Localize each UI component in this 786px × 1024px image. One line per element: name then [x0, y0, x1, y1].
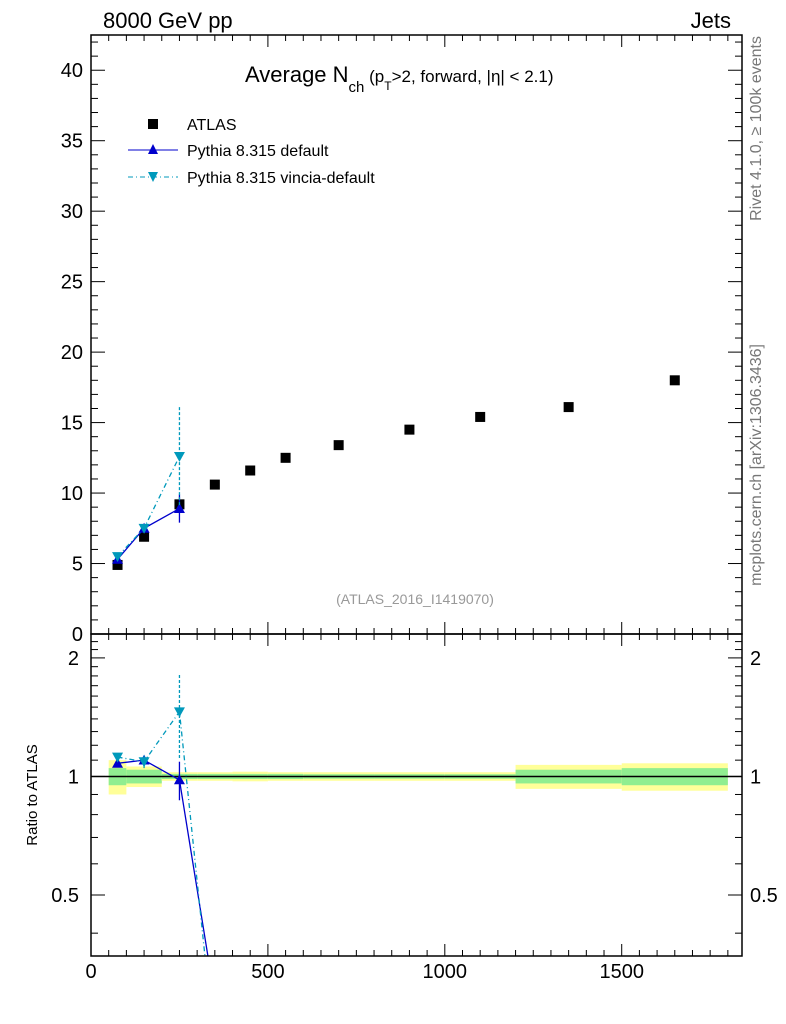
atlas-point	[669, 375, 680, 386]
side-text-bottom: mcplots.cern.ch [arXiv:1306.3436]	[748, 344, 765, 586]
ratio-tick-label-left: 1	[68, 766, 79, 788]
x-tick-label: 1500	[599, 961, 644, 983]
ratio-panel	[91, 674, 742, 956]
ratio-tick-label-right: 2	[750, 648, 761, 670]
ratio-tick-label-left: 2	[68, 648, 79, 670]
ratio-point	[173, 707, 185, 718]
ratio-point	[173, 774, 185, 785]
series-point	[173, 452, 185, 462]
ratio-point	[112, 757, 124, 768]
header-left: 8000 GeV pp	[103, 8, 233, 33]
main-panel	[112, 375, 680, 570]
ratio-tick-label-right: 1	[750, 766, 761, 788]
legend-default-label: Pythia 8.315 default	[187, 143, 329, 160]
y-tick-label: 40	[61, 60, 83, 82]
analysis-id: (ATLAS_2016_I1419070)	[336, 591, 494, 607]
y-tick-label: 5	[72, 554, 83, 576]
ratio-point	[112, 752, 124, 763]
y-tick-label: 25	[61, 272, 83, 294]
chart-title: Average Nch (pT>2, forward, |η| < 2.1)	[245, 62, 554, 96]
atlas-point	[112, 559, 123, 570]
y-tick-label: 10	[61, 483, 83, 505]
x-tick-label: 0	[85, 961, 96, 983]
atlas-point	[333, 440, 344, 451]
side-text-top: Rivet 4.1.0, ≥ 100k events	[748, 36, 765, 221]
legend-atlas-label: ATLAS	[187, 117, 237, 134]
atlas-point	[563, 402, 574, 413]
ratio-frame	[90, 633, 743, 957]
y-tick-label: 30	[61, 201, 83, 223]
title-rest-b: >2, forward, |η| < 2.1)	[392, 67, 554, 86]
ratio-tick-label-left: 0.5	[51, 885, 79, 907]
atlas-point	[475, 411, 486, 422]
x-tick-label: 1000	[423, 961, 468, 983]
axes: 0 500 1000 1500 0 5 10 15 20 25 30 35 40 0.5 0.5 1 1 2 2	[51, 34, 778, 983]
series-point	[112, 552, 124, 562]
atlas-point	[404, 424, 415, 435]
y-tick-label: 15	[61, 413, 83, 435]
ratio-series-line	[117, 759, 209, 956]
series-point	[173, 503, 185, 513]
y-tick-label: 20	[61, 342, 83, 364]
title-rest-a: (p	[364, 67, 384, 86]
ratio-ylabel: Ratio to ATLAS	[24, 744, 41, 845]
legend: ATLAS Pythia 8.315 default Pythia 8.315 …	[128, 117, 375, 187]
atlas-point	[245, 465, 256, 476]
atlas-point	[139, 531, 150, 542]
atlas-point	[280, 452, 291, 463]
title-main: Average N	[245, 62, 349, 87]
legend-vincia-marker	[148, 172, 158, 182]
atlas-point	[209, 479, 220, 490]
title-sub-t: T	[384, 79, 392, 93]
title-sub-ch: ch	[349, 79, 365, 96]
legend-vincia-label: Pythia 8.315 vincia-default	[187, 170, 375, 187]
ratio-point	[138, 757, 150, 768]
ratio-series-line	[117, 709, 206, 956]
legend-atlas-marker	[148, 119, 158, 129]
header-right: Jets	[691, 8, 731, 33]
ratio-tick-label-right: 0.5	[750, 885, 778, 907]
legend-default-marker	[148, 144, 158, 154]
x-tick-label: 500	[251, 961, 284, 983]
y-tick-label: 35	[61, 131, 83, 153]
series-point	[138, 523, 150, 534]
y-tick-label: 0	[72, 624, 83, 646]
